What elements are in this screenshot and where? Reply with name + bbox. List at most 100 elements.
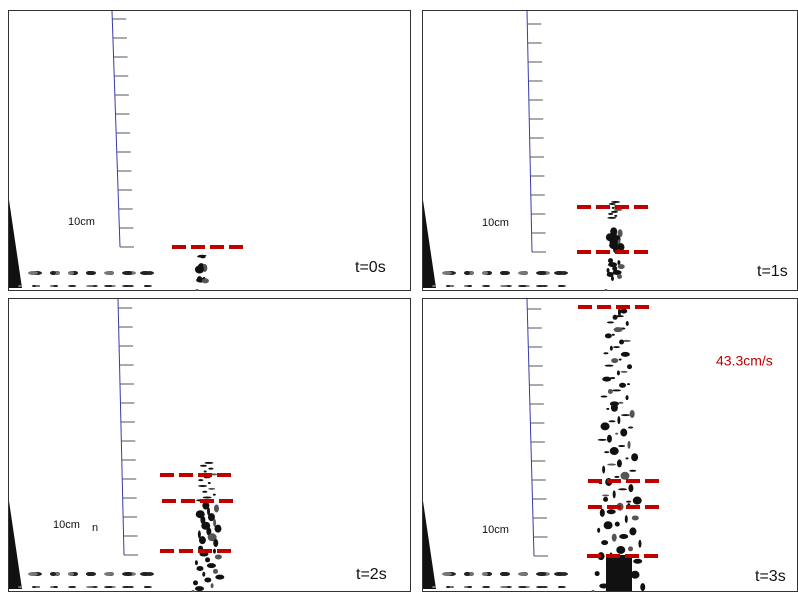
particle: [204, 577, 212, 583]
sediment: [482, 586, 490, 588]
particle: [603, 521, 613, 530]
particle: [628, 546, 634, 552]
particle: [617, 260, 621, 266]
sediment: [464, 572, 470, 576]
particle: [606, 407, 610, 410]
particle: [613, 327, 623, 333]
sediment: [32, 285, 36, 287]
particle: [626, 500, 632, 503]
ruler: [111, 10, 121, 248]
particle: [628, 484, 634, 493]
sediment: [554, 271, 564, 275]
sediment: [50, 572, 56, 576]
particle: [212, 493, 216, 496]
particle: [607, 388, 613, 394]
particle: [619, 533, 629, 539]
sediment: [442, 271, 452, 275]
particle: [202, 496, 212, 499]
particle: [206, 563, 216, 569]
particle: [608, 262, 618, 268]
particle: [617, 243, 625, 252]
particle: [206, 527, 212, 536]
sediment: [482, 271, 488, 275]
sediment: [464, 586, 468, 588]
particle: [607, 463, 617, 466]
particle: [621, 414, 631, 417]
sediment: [104, 285, 112, 287]
particle: [612, 389, 622, 392]
sediment: [104, 586, 112, 588]
particle: [632, 496, 642, 505]
wall-shadow: [423, 501, 436, 589]
particle: [620, 308, 628, 314]
particle: [192, 580, 198, 586]
particle: [616, 545, 626, 554]
panel-frames: [8, 10, 798, 592]
scale-label: 10cm: [53, 519, 80, 531]
particle: [604, 333, 612, 339]
ruler: [526, 10, 533, 253]
sediment: [50, 586, 54, 588]
particle: [205, 557, 211, 563]
particle: [607, 216, 617, 219]
particle: [202, 490, 208, 493]
sediment: [464, 271, 470, 275]
particle: [606, 434, 612, 443]
particle: [600, 395, 608, 398]
particle: [608, 212, 614, 215]
sediment: [68, 285, 76, 287]
particle: [614, 214, 618, 217]
particle: [200, 515, 206, 524]
particle: [207, 507, 211, 516]
particle: [629, 527, 637, 536]
particle: [608, 202, 616, 205]
sediment: [68, 271, 74, 275]
sediment: [18, 586, 22, 588]
sediment: [500, 285, 508, 287]
particle: [612, 314, 618, 320]
sediment: [86, 271, 92, 275]
particle: [630, 570, 640, 579]
particle: [599, 508, 605, 517]
sediment: [500, 586, 508, 588]
sediment: [518, 586, 526, 588]
wall-shadow: [423, 200, 436, 288]
particle: [604, 451, 610, 454]
particle: [612, 266, 618, 272]
particle: [594, 571, 600, 577]
wall-shadow: [9, 200, 22, 288]
particle: [619, 339, 625, 345]
particle: [608, 258, 614, 264]
particle: [210, 583, 214, 589]
sediment: [500, 572, 506, 576]
particle: [620, 370, 628, 373]
particle: [600, 422, 610, 431]
particle: [604, 364, 614, 367]
particle: [201, 278, 209, 284]
panel-frame: [422, 298, 798, 592]
particle: [618, 445, 626, 448]
sediment: [518, 271, 528, 275]
wall-shadow: [9, 501, 22, 589]
particle: [597, 438, 607, 441]
panel-frame: [8, 10, 411, 291]
sediment: [28, 572, 38, 576]
sediment: [482, 285, 490, 287]
sediment: [442, 572, 452, 576]
particle: [603, 352, 609, 355]
particle: [610, 210, 618, 213]
particle: [610, 275, 614, 281]
particle: [633, 558, 643, 564]
particle: [601, 540, 609, 546]
particle: [208, 467, 214, 470]
particle: [622, 339, 632, 342]
particle: [617, 229, 623, 238]
velocity-annotation: 43.3cm/s: [716, 353, 773, 369]
particle: [638, 539, 642, 548]
particle: [615, 432, 619, 435]
particle: [213, 568, 219, 574]
sediment: [122, 271, 132, 275]
particle: [613, 208, 623, 211]
sediment: [518, 285, 526, 287]
